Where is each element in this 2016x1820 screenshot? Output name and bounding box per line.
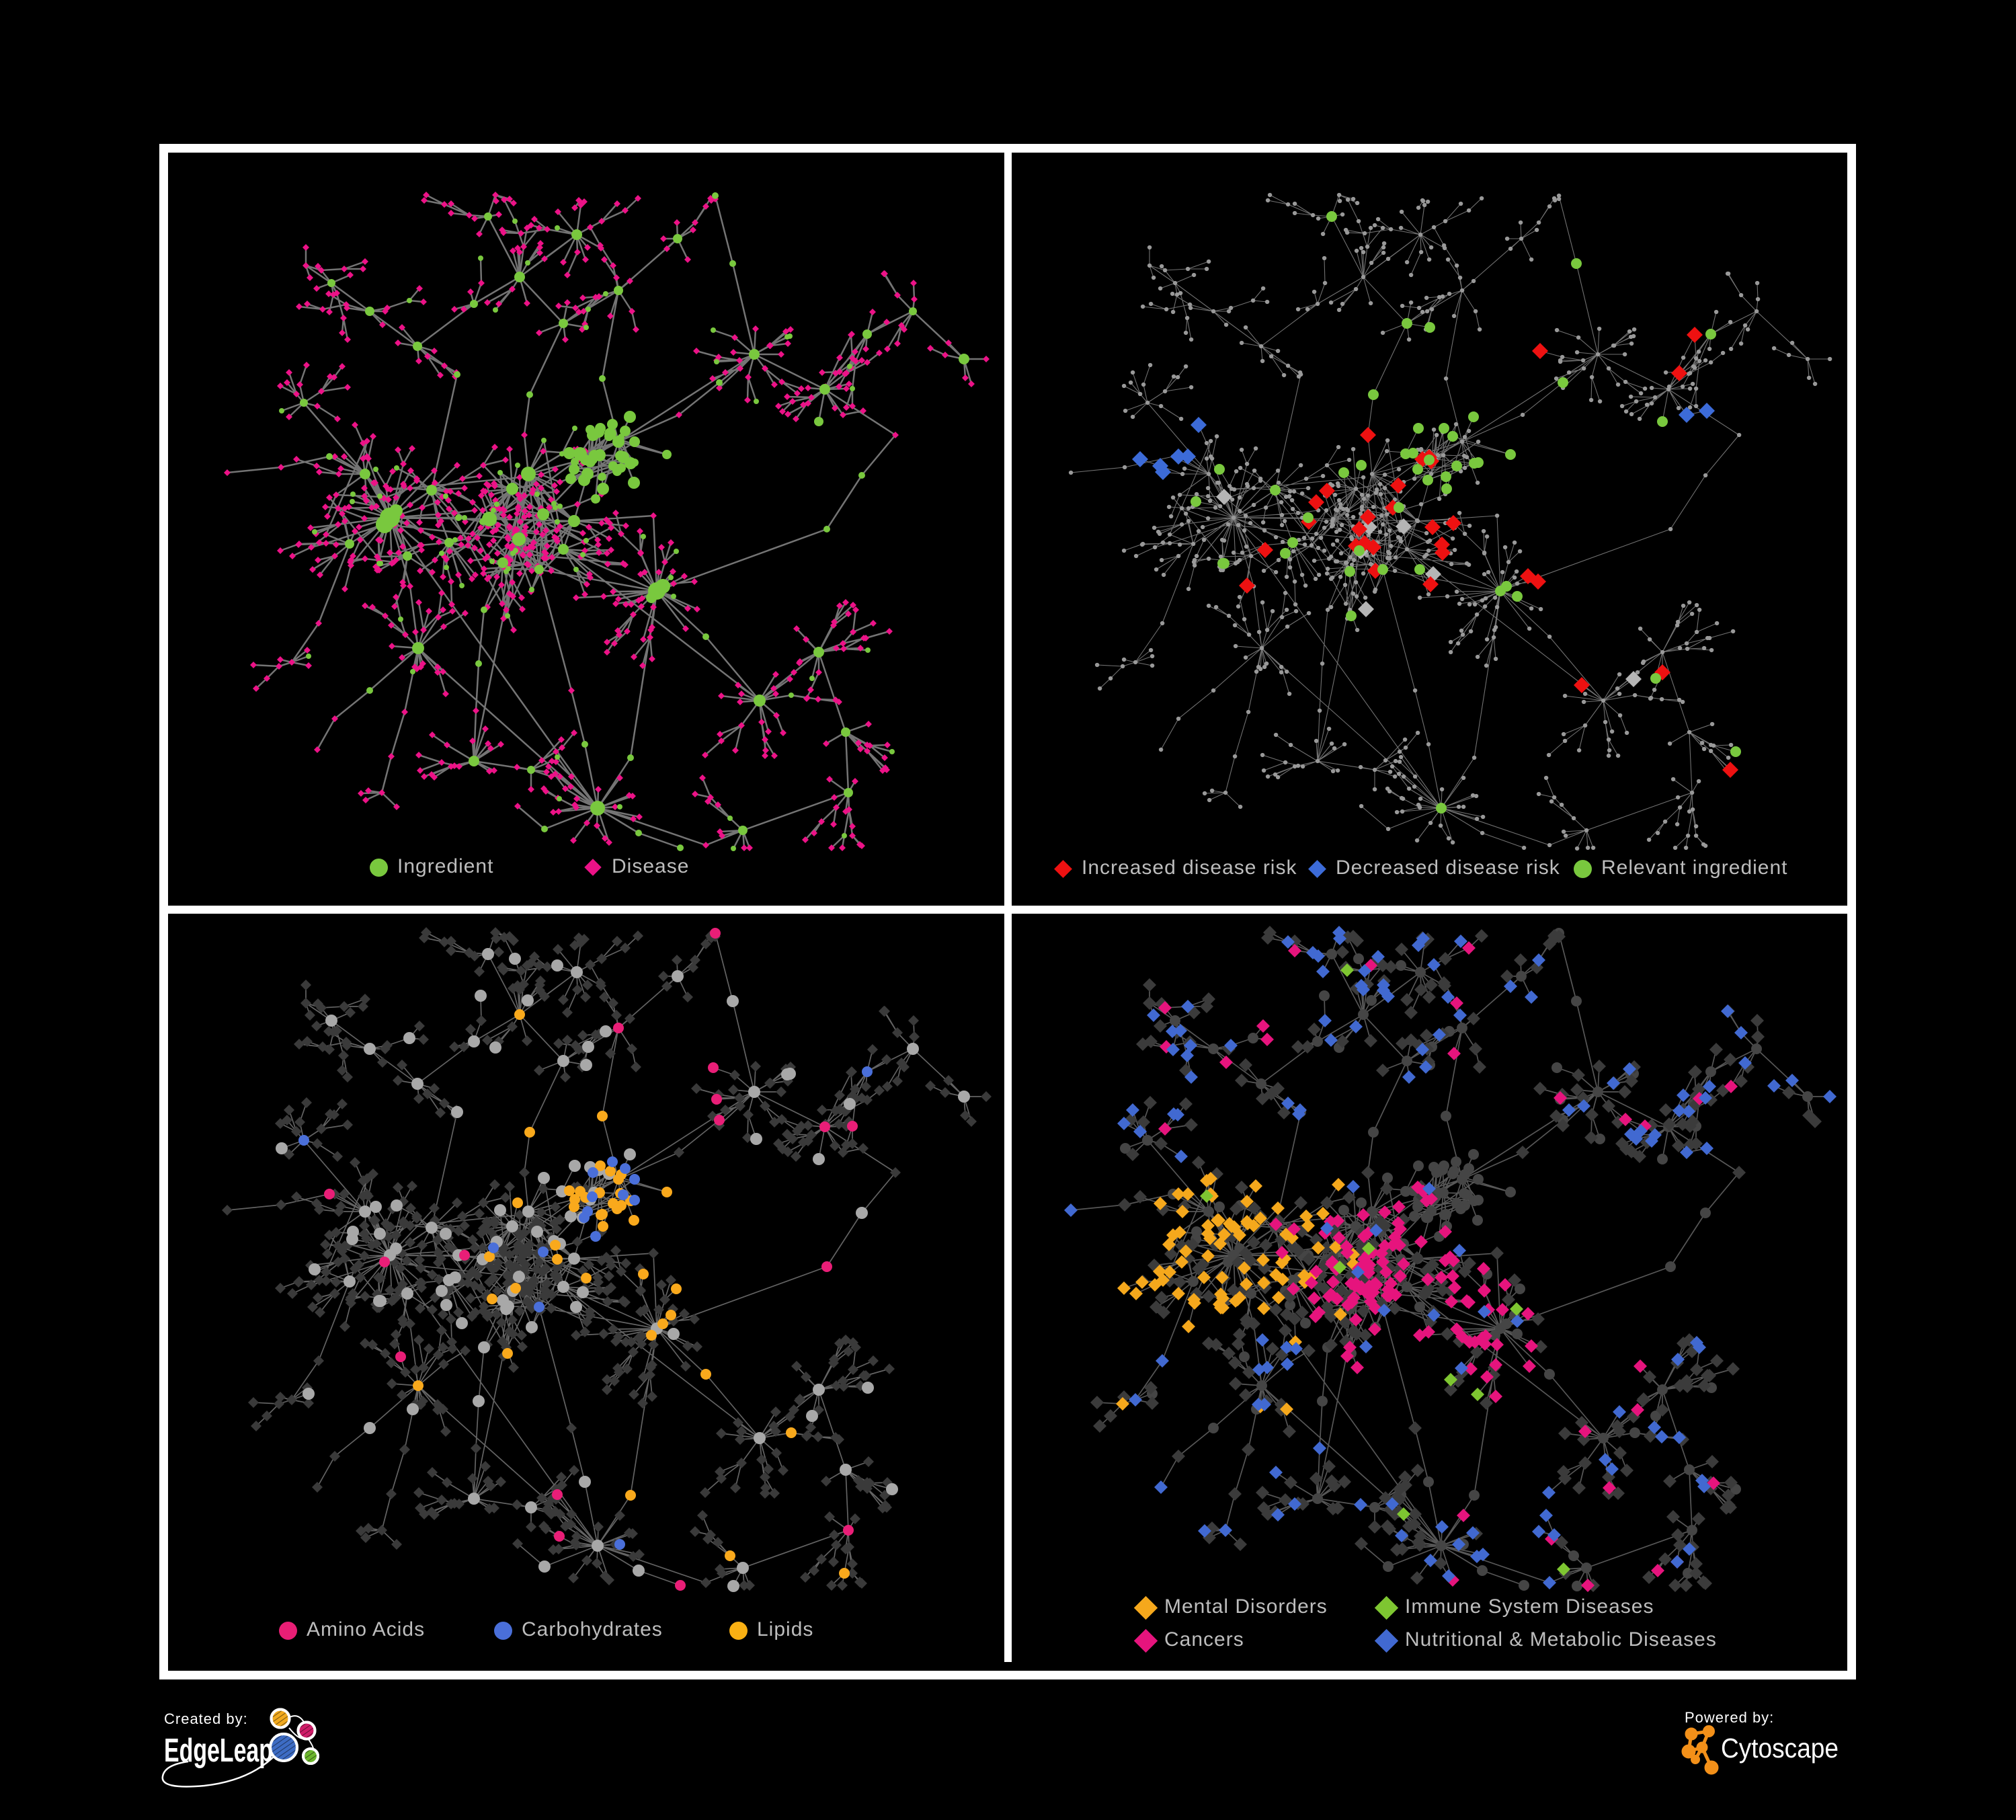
svg-text:Cytoscape: Cytoscape xyxy=(1721,1733,1839,1764)
svg-text:EdgeLeap: EdgeLeap xyxy=(164,1733,273,1769)
